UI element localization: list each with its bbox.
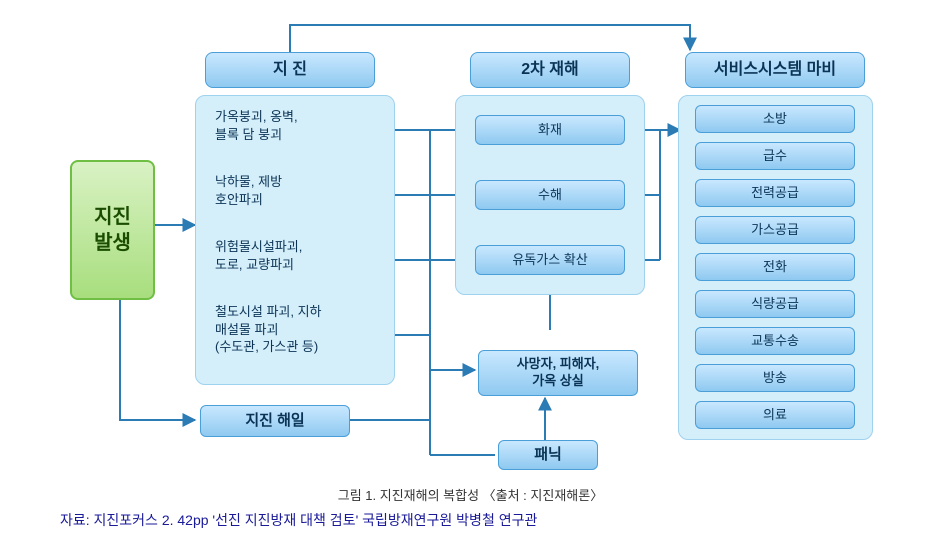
secondary-item-0: 화재 bbox=[475, 115, 625, 145]
service-item-4: 전화 bbox=[695, 253, 855, 281]
earthquake-item-0: 가옥붕괴, 옹벽, 블록 담 붕괴 bbox=[215, 108, 298, 143]
secondary-header: 2차 재해 bbox=[470, 52, 630, 88]
tsunami-box: 지진 해일 bbox=[200, 405, 350, 437]
secondary-label-1: 수해 bbox=[538, 187, 562, 204]
earthquake-item-1: 낙하물, 제방 호안파괴 bbox=[215, 173, 282, 208]
service-label-0: 소방 bbox=[763, 111, 787, 128]
service-item-6: 교통수송 bbox=[695, 327, 855, 355]
origin-label: 지진 발생 bbox=[94, 204, 131, 256]
secondary-title: 2차 재해 bbox=[521, 60, 579, 81]
service-label-1: 급수 bbox=[763, 148, 787, 165]
earthquake-title: 지 진 bbox=[273, 60, 307, 81]
service-label-3: 가스공급 bbox=[751, 222, 799, 239]
service-item-5: 식량공급 bbox=[695, 290, 855, 318]
service-item-2: 전력공급 bbox=[695, 179, 855, 207]
origin-box: 지진 발생 bbox=[70, 160, 155, 300]
secondary-item-1: 수해 bbox=[475, 180, 625, 210]
earthquake-item-3: 철도시설 파괴, 지하 매설물 파괴 (수도관, 가스관 등) bbox=[215, 303, 322, 356]
secondary-label-2: 유독가스 확산 bbox=[512, 252, 587, 269]
service-item-0: 소방 bbox=[695, 105, 855, 133]
panic-label: 패닉 bbox=[534, 445, 562, 465]
earthquake-header: 지 진 bbox=[205, 52, 375, 88]
service-label-5: 식량공급 bbox=[751, 296, 799, 313]
service-label-8: 의료 bbox=[763, 407, 787, 424]
victims-box: 사망자, 피해자, 가옥 상실 bbox=[478, 350, 638, 396]
panic-box: 패닉 bbox=[498, 440, 598, 470]
services-title: 서비스시스템 마비 bbox=[714, 60, 836, 81]
tsunami-label: 지진 해일 bbox=[245, 411, 304, 431]
victims-label: 사망자, 피해자, 가옥 상실 bbox=[517, 356, 600, 390]
figure-source: 자료: 지진포커스 2. 42pp '선진 지진방재 대책 검토' 국립방재연구… bbox=[60, 510, 537, 530]
services-header: 서비스시스템 마비 bbox=[685, 52, 865, 88]
service-item-8: 의료 bbox=[695, 401, 855, 429]
earthquake-item-2: 위험물시설파괴, 도로, 교량파괴 bbox=[215, 238, 302, 273]
service-item-3: 가스공급 bbox=[695, 216, 855, 244]
service-item-7: 방송 bbox=[695, 364, 855, 392]
service-label-6: 교통수송 bbox=[751, 333, 799, 350]
figure-caption: 그림 1. 지진재해의 복합성 〈출처 : 지진재해론〉 bbox=[0, 485, 941, 504]
service-item-1: 급수 bbox=[695, 142, 855, 170]
secondary-item-2: 유독가스 확산 bbox=[475, 245, 625, 275]
service-label-7: 방송 bbox=[763, 370, 787, 387]
service-label-4: 전화 bbox=[763, 259, 787, 276]
secondary-label-0: 화재 bbox=[538, 122, 562, 139]
service-label-2: 전력공급 bbox=[751, 185, 799, 202]
